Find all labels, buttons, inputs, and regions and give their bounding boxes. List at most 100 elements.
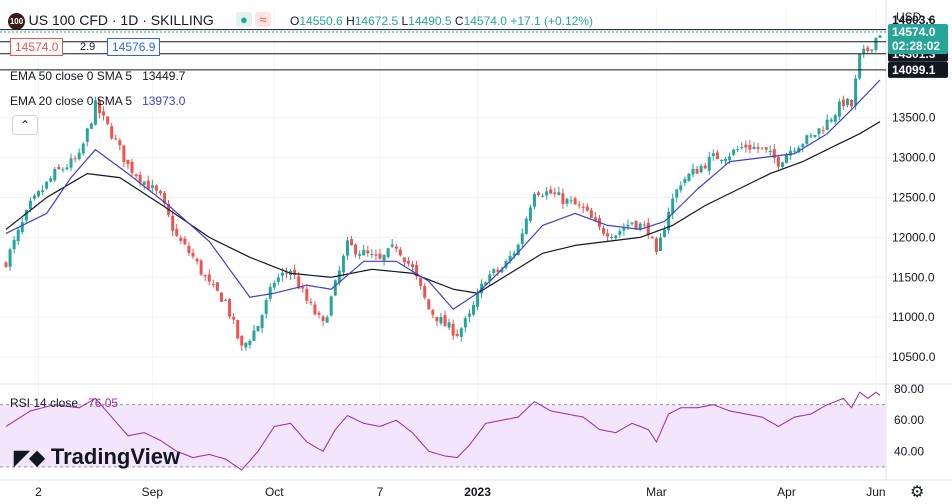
candle-body bbox=[561, 193, 565, 204]
candle-body bbox=[219, 292, 223, 302]
candle-body bbox=[301, 287, 305, 289]
candle-body bbox=[317, 312, 321, 315]
candle-body bbox=[179, 237, 183, 241]
candle-body bbox=[451, 323, 455, 336]
candle-body bbox=[606, 233, 610, 237]
sell-button[interactable]: 14574.0 bbox=[10, 38, 64, 56]
y-tick-label: 13500.0 bbox=[892, 111, 936, 125]
y-tick-label: 10500.0 bbox=[892, 350, 936, 364]
candle-body bbox=[813, 134, 817, 137]
currency-selector[interactable]: USD ⌄ bbox=[896, 10, 935, 24]
candle-body bbox=[484, 282, 488, 285]
candle-body bbox=[817, 128, 821, 135]
candle-body bbox=[541, 195, 545, 197]
candle-body bbox=[49, 178, 53, 182]
last-price-box bbox=[888, 24, 948, 55]
gear-icon[interactable]: ⚙ bbox=[910, 484, 925, 501]
rsi-tick-label: 80.00 bbox=[894, 382, 924, 396]
rsi-line bbox=[5, 391, 881, 471]
candle-body bbox=[191, 252, 195, 257]
indicator-eye-button[interactable]: ● ≈ bbox=[236, 12, 271, 27]
candle-body bbox=[874, 38, 878, 50]
candle-body bbox=[801, 144, 805, 147]
candle-body bbox=[671, 198, 675, 214]
candle-body bbox=[504, 261, 508, 268]
candle-body bbox=[500, 269, 504, 273]
candle-body bbox=[549, 189, 553, 194]
ema20-legend[interactable]: EMA 20 close 0 SMA 5 13973.0 bbox=[10, 94, 186, 108]
candle-body bbox=[638, 223, 642, 231]
symbol-header[interactable]: 100 US 100 CFD · 1D · SKILLING bbox=[8, 12, 214, 31]
candle-body bbox=[870, 49, 874, 51]
candle-body bbox=[744, 144, 748, 148]
chevron-up-icon: ⌃ bbox=[19, 118, 31, 132]
candle-body bbox=[703, 165, 707, 169]
candle-body bbox=[171, 215, 175, 231]
candle-body bbox=[411, 264, 415, 268]
candle-body bbox=[833, 115, 837, 122]
candle-body bbox=[512, 253, 516, 256]
candle-body bbox=[459, 328, 463, 337]
candle-body bbox=[785, 155, 789, 164]
candle-body bbox=[276, 277, 280, 282]
candle-body bbox=[642, 224, 646, 226]
candle-body bbox=[93, 100, 97, 125]
candle-body bbox=[593, 217, 597, 221]
candle-body bbox=[532, 194, 536, 207]
candle-body bbox=[4, 262, 8, 267]
candle-body bbox=[305, 288, 309, 301]
candle-body bbox=[341, 255, 345, 273]
tradingview-logo[interactable]: ◤◆ TradingView bbox=[14, 444, 181, 469]
candle-body bbox=[232, 316, 236, 320]
candle-body bbox=[715, 152, 719, 160]
candle-body bbox=[524, 218, 528, 234]
candle-body bbox=[610, 237, 614, 239]
candle-body bbox=[626, 224, 630, 227]
candle-body bbox=[122, 145, 126, 162]
candle-body bbox=[106, 116, 110, 124]
x-tick-label: 2 bbox=[35, 485, 42, 499]
candle-body bbox=[284, 272, 288, 274]
candle-body bbox=[537, 192, 541, 195]
candle-body bbox=[24, 210, 28, 221]
candle-body bbox=[195, 258, 199, 262]
chevron-down-icon: ⌄ bbox=[924, 10, 935, 24]
candle-body bbox=[728, 156, 732, 161]
candle-body bbox=[228, 299, 232, 317]
candle-body bbox=[443, 315, 447, 327]
candle-body bbox=[423, 286, 427, 298]
rsi-legend[interactable]: RSI 14 close 76.05 bbox=[10, 396, 119, 410]
candle-body bbox=[134, 174, 138, 177]
candle-body bbox=[130, 161, 134, 174]
status-dot-icon: ● bbox=[236, 12, 252, 27]
collapse-legend-button[interactable]: ⌃ bbox=[12, 115, 38, 135]
candle-body bbox=[374, 254, 378, 256]
buy-button[interactable]: 14576.9 bbox=[107, 38, 161, 56]
candle-body bbox=[81, 143, 85, 154]
candle-body bbox=[516, 244, 520, 256]
candle-body bbox=[386, 248, 390, 257]
rsi-tick-label: 40.00 bbox=[894, 444, 924, 458]
candle-body bbox=[32, 195, 36, 199]
candle-body bbox=[793, 150, 797, 152]
candle-body bbox=[614, 235, 618, 239]
candle-body bbox=[211, 283, 215, 285]
candle-body bbox=[45, 181, 49, 189]
candle-body bbox=[850, 99, 854, 107]
candle-body bbox=[622, 228, 626, 231]
candle-body bbox=[362, 249, 366, 256]
x-tick-label: 7 bbox=[377, 485, 384, 499]
candle-body bbox=[183, 238, 187, 245]
candle-body bbox=[118, 140, 122, 146]
candle-body bbox=[862, 48, 866, 54]
x-tick-label: Sep bbox=[142, 485, 164, 499]
candle-body bbox=[650, 236, 654, 239]
candle-body bbox=[150, 185, 154, 188]
candle-body bbox=[675, 189, 679, 198]
spread-value: 2.9 bbox=[80, 41, 96, 53]
candle-body bbox=[585, 206, 589, 211]
candle-body bbox=[663, 229, 667, 238]
candle-body bbox=[69, 158, 73, 168]
ema50-legend[interactable]: EMA 50 close 0 SMA 5 13449.7 bbox=[10, 69, 186, 83]
